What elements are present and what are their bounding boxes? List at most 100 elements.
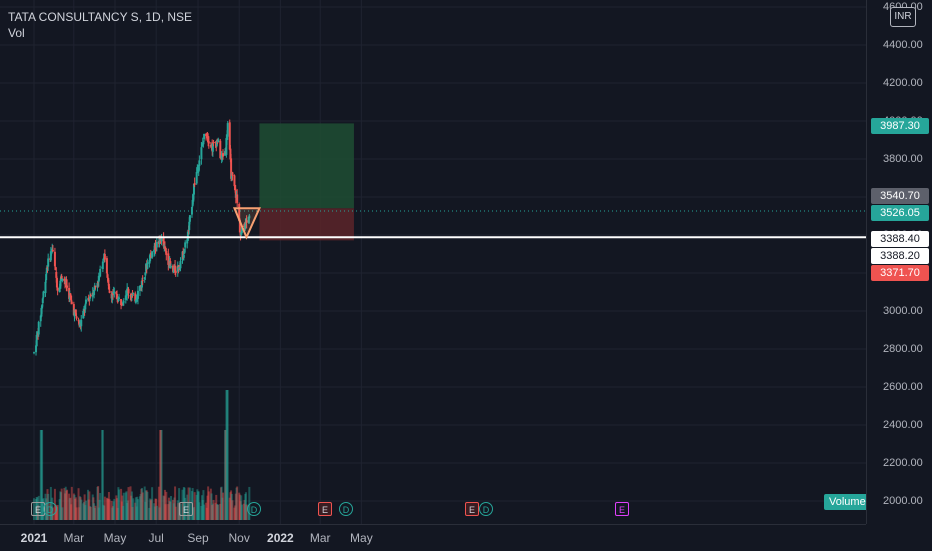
volume-bar — [40, 430, 43, 520]
triangle-pattern — [232, 207, 261, 240]
currency-button[interactable]: INR — [890, 7, 916, 27]
volume-bar — [238, 494, 241, 520]
dividend-event-icon[interactable]: D — [247, 502, 261, 516]
volume-bar — [167, 504, 170, 520]
volume-indicator-label[interactable]: Vol — [8, 26, 25, 40]
price-tick-label: 2000.00 — [883, 495, 923, 507]
candle-body — [77, 320, 80, 322]
volume-bar — [65, 490, 68, 520]
volume-bar — [224, 430, 227, 520]
candle-body — [49, 251, 52, 261]
volume-bar — [74, 498, 77, 520]
earnings-event-icon[interactable]: E — [615, 502, 629, 516]
price-chart[interactable] — [0, 0, 866, 524]
volume-bar — [209, 488, 212, 520]
volume-bar — [188, 487, 191, 520]
volume-bar — [136, 499, 139, 520]
volume-bar — [138, 496, 141, 520]
candle-body — [134, 299, 137, 303]
volume-bar — [87, 499, 90, 520]
candle-body — [184, 242, 187, 248]
volume-bar — [230, 493, 233, 520]
candle-body — [202, 140, 205, 145]
volume-bar — [74, 497, 77, 520]
candle-body — [51, 250, 54, 252]
price-tick-label: 2600.00 — [883, 381, 923, 393]
volume-bar — [141, 492, 144, 520]
candle-body — [186, 239, 189, 244]
volume-bar — [158, 507, 161, 520]
volume-bar — [160, 430, 163, 520]
price-axis[interactable]: 4600.004400.004200.004000.003800.003600.… — [866, 0, 932, 524]
candle-body — [97, 275, 100, 282]
dividend-event-icon[interactable]: D — [339, 502, 353, 516]
candle-body — [146, 262, 149, 269]
legend: TATA CONSULTANCY S, 1D, NSE Vol — [8, 9, 192, 41]
volume-bar — [174, 486, 177, 520]
volume-bar — [55, 504, 58, 520]
candle-body — [211, 143, 214, 152]
volume-bar — [58, 499, 61, 520]
candle-body — [228, 122, 231, 150]
volume-bar — [242, 503, 245, 520]
candle-body — [132, 293, 135, 295]
volume-bar — [236, 486, 239, 520]
volume-bar — [130, 491, 133, 520]
candle-body — [112, 292, 115, 294]
candle-body — [89, 294, 92, 297]
candle-body — [158, 236, 161, 244]
candle-body — [162, 236, 165, 247]
candle-body — [240, 227, 243, 233]
volume-bar — [129, 486, 132, 520]
volume-bar — [150, 499, 153, 520]
volume-bar — [103, 496, 106, 520]
volume-bar — [41, 430, 44, 520]
volume-bar — [235, 487, 238, 520]
candle-body — [37, 321, 40, 335]
candle-body — [58, 287, 61, 293]
candle-body — [200, 147, 203, 160]
long-position-tool[interactable] — [259, 123, 354, 241]
candle-body — [230, 158, 233, 179]
symbol-title[interactable]: TATA CONSULTANCY S, 1D, NSE — [8, 10, 193, 24]
volume-bar — [163, 489, 166, 520]
candle-body — [149, 254, 152, 262]
drawings[interactable] — [0, 207, 866, 240]
volume-bar — [135, 506, 138, 520]
candle-body — [60, 275, 63, 280]
candle-body — [45, 267, 48, 273]
volume-bar — [192, 507, 195, 520]
candle-body — [178, 266, 181, 269]
volume-bar — [186, 502, 189, 520]
candle-body — [73, 310, 76, 317]
dividend-event-icon[interactable]: D — [479, 502, 493, 516]
volume-bar — [70, 504, 73, 520]
volume-bar — [37, 505, 40, 520]
time-axis[interactable]: 2021 Mar May Jul Sep Nov 2022 Mar May — [0, 524, 866, 551]
volume-bar — [153, 506, 156, 520]
volume-bar — [200, 505, 203, 520]
volume-bar — [33, 498, 35, 520]
volume-bar — [186, 494, 189, 520]
time-tick-label: Jul — [148, 531, 164, 545]
volume-bar — [78, 507, 81, 520]
earnings-event-icon[interactable]: E — [318, 502, 332, 516]
volume-bar — [190, 491, 193, 520]
volume-bar — [116, 507, 119, 520]
volume-bar — [93, 503, 96, 520]
volume-bar — [77, 488, 80, 520]
volume-bar — [229, 492, 232, 520]
volume-bar — [126, 500, 129, 520]
volume-bar — [102, 504, 105, 520]
candle-body — [84, 304, 87, 310]
candle-body — [222, 153, 224, 157]
volume-bar — [80, 499, 83, 520]
candle-body — [82, 310, 85, 319]
candle-body — [212, 142, 215, 144]
dividend-event-icon[interactable]: D — [43, 502, 57, 516]
earnings-event-icon[interactable]: E — [179, 502, 193, 516]
candle-body — [165, 250, 168, 256]
earnings-event-icon[interactable]: E — [465, 502, 479, 516]
volume-bar — [233, 507, 236, 520]
